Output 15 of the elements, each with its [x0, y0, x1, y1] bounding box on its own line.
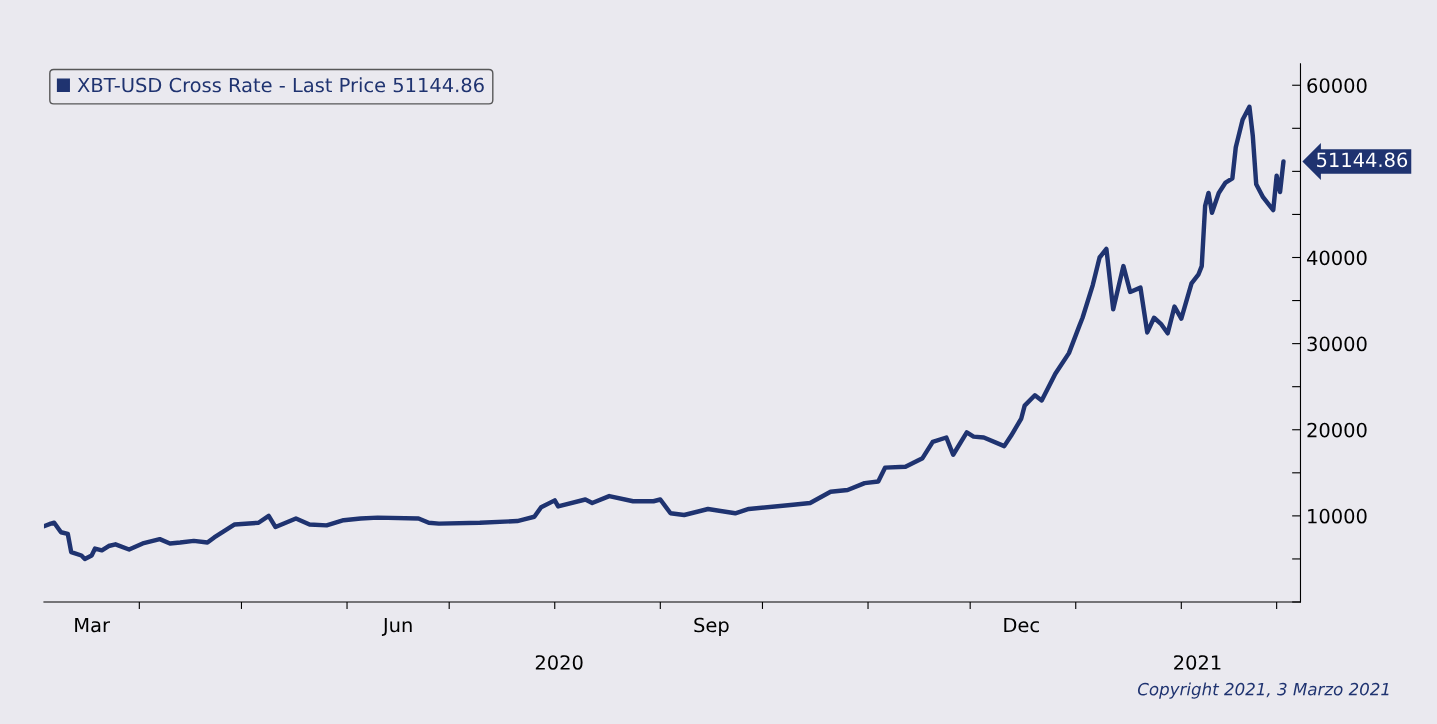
- text: 2020: [535, 655, 583, 670]
- x-tick-label: Sep: [694, 617, 729, 637]
- annotation: 51144.86: [1317, 152, 1408, 168]
- x-tick-label: Mar: [75, 617, 110, 633]
- line-series: [43, 104, 1286, 562]
- y-tick-label: 30000: [1307, 336, 1367, 352]
- y-tick-label: 60000: [1307, 78, 1367, 93]
- text: 2021: [1174, 655, 1221, 670]
- x-tick-label: Jun: [381, 617, 412, 636]
- y-tick-label: 20000: [1307, 422, 1367, 438]
- legend-label: XBT-USD Cross Rate - Last Price 51144.86: [77, 77, 484, 93]
- text: Copyright 2021, 3 Marzo 2021: [1137, 682, 1389, 699]
- y-tick-label: 40000: [1306, 250, 1367, 266]
- x-tick-label: Dec: [1004, 617, 1039, 633]
- y-tick-label: 10000: [1308, 508, 1367, 524]
